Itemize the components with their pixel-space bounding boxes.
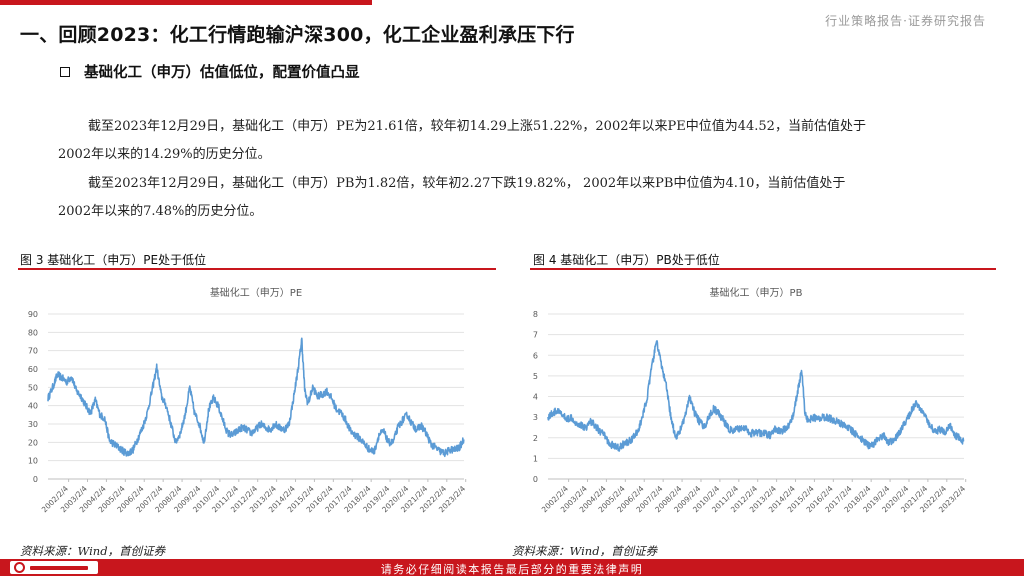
figure-3-source: 资料来源：Wind，首创证券 — [20, 544, 166, 558]
y-tick-label: 7 — [533, 331, 538, 340]
y-tick-label: 60 — [28, 365, 38, 374]
paragraph-pb-line2: 2002年以来的7.48%的历史分位。 — [58, 204, 263, 219]
pe-chart-svg: 基础化工（申万）PE01020304050607080902002/2/4200… — [28, 286, 467, 514]
y-tick-label: 2 — [533, 434, 538, 443]
report-type-label: 行业策略报告·证券研究报告 — [825, 14, 986, 28]
legal-notice: 请务必仔细阅读本报告最后部分的重要法律声明 — [380, 563, 644, 576]
y-tick-label: 80 — [28, 328, 38, 337]
paragraph-pe-line2: 2002年以来的14.29%的历史分位。 — [58, 147, 271, 162]
company-logo — [10, 561, 98, 574]
pb-chart: 基础化工（申万）PB 0 1 2 3 4 5 6 7 8 2002/2/4 2003/2/4 2004/… — [514, 276, 984, 538]
paragraph-pb-line1: 截至2023年12月29日，基础化工（申万）PB为1.82倍，较年初2.27下跌… — [88, 176, 846, 191]
footer-bar: 请务必仔细阅读本报告最后部分的重要法律声明 — [0, 559, 1024, 576]
section-subtitle: 基础化工（申万）估值低位，配置价值凸显 — [60, 61, 360, 82]
figure-4-rule — [530, 268, 996, 270]
y-tick-label: 0 — [33, 475, 38, 484]
y-tick-label: 4 — [533, 393, 538, 402]
y-tick-label: 8 — [533, 310, 538, 319]
series-line — [47, 337, 465, 458]
top-accent-red — [0, 0, 372, 5]
y-tick-label: 5 — [533, 372, 538, 381]
y-tick-label: 0 — [533, 475, 538, 484]
paragraph-pb: 截至2023年12月29日，基础化工（申万）PB为1.82倍，较年初2.27下跌… — [58, 170, 958, 226]
paragraph-pe: 截至2023年12月29日，基础化工（申万）PE为21.61倍，较年初14.29… — [58, 113, 958, 169]
chart-title: 基础化工（申万）PE — [210, 286, 302, 299]
y-tick-label: 30 — [28, 420, 38, 429]
chart-title: 基础化工（申万）PB — [710, 286, 803, 299]
figure-3-label: 图 3 基础化工（申万）PE处于低位 — [20, 253, 207, 267]
figure-4-label: 图 4 基础化工（申万）PB处于低位 — [533, 253, 720, 267]
y-tick-label: 40 — [28, 402, 38, 411]
subtitle-text: 基础化工（申万）估值低位，配置价值凸显 — [84, 65, 360, 81]
pe-chart: 基础化工（申万）PE 0 10 20 30 40 50 60 70 80 90 2002/2/4 200… — [14, 276, 484, 538]
y-tick-label: 10 — [28, 457, 38, 466]
y-tick-label: 50 — [28, 383, 38, 392]
logo-wordmark — [30, 565, 88, 570]
paragraph-pe-line1: 截至2023年12月29日，基础化工（申万）PE为21.61倍，较年初14.29… — [88, 119, 866, 134]
y-tick-label: 3 — [533, 413, 538, 422]
y-tick-label: 6 — [533, 351, 538, 360]
pb-chart-svg: 基础化工（申万）PB0123456782002/2/42003/2/42004/… — [533, 286, 967, 514]
figure-3-rule — [18, 268, 496, 270]
y-tick-label: 1 — [533, 454, 538, 463]
y-tick-label: 90 — [28, 310, 38, 319]
series-line — [547, 340, 965, 452]
bullet-square-icon — [60, 66, 70, 77]
y-tick-label: 20 — [28, 438, 38, 447]
logo-mark-icon — [14, 562, 25, 573]
figure-4-source: 资料来源：Wind，首创证券 — [512, 544, 658, 558]
top-accent-bar — [0, 0, 1024, 8]
page-title: 一、回顾2023：化工行情跑输沪深300，化工企业盈利承压下行 — [20, 24, 575, 46]
y-tick-label: 70 — [28, 347, 38, 356]
